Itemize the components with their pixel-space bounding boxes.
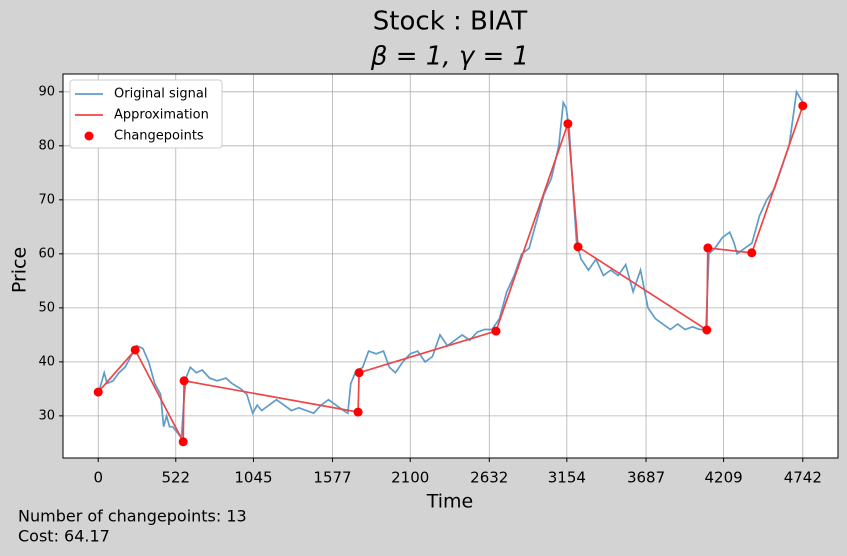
changepoint <box>354 368 364 378</box>
legend-label: Changepoints <box>114 129 204 144</box>
changepoint <box>178 437 188 447</box>
x-tick-label: 3154 <box>548 469 586 487</box>
chart-title: Stock : BIAT <box>373 7 528 37</box>
x-tick-label: 1045 <box>234 469 272 487</box>
x-tick-label: 2100 <box>391 469 429 487</box>
changepoint <box>179 376 189 386</box>
x-tick-label: 3687 <box>627 469 665 487</box>
plot-frame <box>62 73 839 459</box>
legend: Original signal Approximation Changepoints <box>69 79 223 149</box>
y-tick-label: 90 <box>38 84 55 99</box>
legend-label: Original signal <box>114 87 207 102</box>
changepoint <box>491 326 501 336</box>
annotation: Number of changepoints: 13 <box>18 507 247 526</box>
annotation: Cost: 64.17 <box>18 527 110 546</box>
x-axis-label: Time <box>426 491 474 513</box>
chart-subtitle: β = 1, γ = 1 <box>370 42 529 72</box>
changepoint <box>353 407 363 417</box>
y-tick-label: 40 <box>38 354 55 369</box>
y-axis-label: Price <box>9 247 31 293</box>
y-tick-label: 80 <box>38 138 55 153</box>
legend-marker <box>84 131 94 141</box>
x-tick-label: 2632 <box>470 469 508 487</box>
y-tick-label: 70 <box>38 192 55 207</box>
changepoint <box>703 243 713 253</box>
x-tick-label: 522 <box>161 469 190 487</box>
changepoint <box>130 345 140 355</box>
y-tick-label: 30 <box>38 408 55 423</box>
x-tick-label: 1577 <box>313 469 351 487</box>
x-tick-label: 4209 <box>704 469 742 487</box>
y-tick-label: 50 <box>38 300 55 315</box>
changepoint <box>702 325 712 335</box>
changepoint <box>798 101 808 111</box>
changepoint <box>747 248 757 258</box>
changepoint <box>93 387 103 397</box>
changepoint <box>563 119 573 129</box>
x-tick-label: 4742 <box>784 469 822 487</box>
legend-box <box>69 79 223 149</box>
x-tick-label: 0 <box>93 469 103 487</box>
y-tick-label: 60 <box>38 246 55 261</box>
marks <box>93 89 808 447</box>
changepoint <box>573 242 583 252</box>
legend-label: Approximation <box>114 108 209 123</box>
